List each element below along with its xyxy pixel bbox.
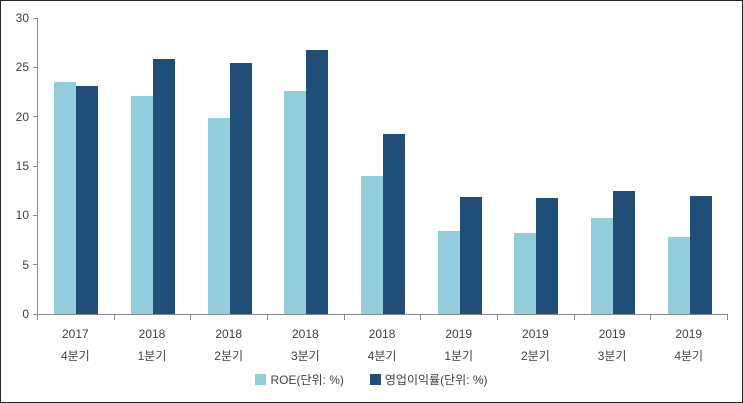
- category-year: 2018: [138, 327, 166, 341]
- x-axis-tick: [267, 315, 268, 320]
- legend: ROE(단위: %) 영업이익률(단위: %): [1, 371, 742, 388]
- y-axis-tick-label: 15: [15, 159, 29, 173]
- legend-label: ROE(단위: %): [270, 373, 344, 387]
- x-axis-tick: [37, 315, 38, 320]
- category-quarter: 3분기: [597, 349, 627, 363]
- bar-opm: [306, 49, 329, 314]
- x-axis-category-label: 2019 4분기: [650, 323, 727, 367]
- legend-marker-icon: [255, 374, 267, 385]
- x-axis-tick: [650, 315, 652, 320]
- bar-group: [268, 18, 345, 314]
- bar-group: [651, 18, 728, 314]
- bar-group: [575, 18, 652, 314]
- x-axis-category-label: 2018 1분기: [114, 323, 191, 367]
- bar-opm: [76, 86, 99, 314]
- y-axis-tick: [33, 313, 37, 315]
- category-quarter: 2분기: [214, 349, 244, 363]
- y-axis-tick-label: 0: [22, 307, 29, 321]
- bar-roe: [131, 95, 153, 314]
- legend-item-opm: 영업이익률(단위: %): [369, 371, 488, 388]
- x-axis-tick: [420, 315, 422, 320]
- x-axis-labels: 2017 4분기 2018 1분기 2018 2분기 2018 3분기 2018 4분기 2019 1…: [37, 323, 727, 367]
- y-axis-tick: [33, 214, 37, 216]
- y-axis-tick-label: 30: [15, 11, 29, 25]
- bar-roe: [437, 231, 460, 314]
- bar-opm: [536, 197, 559, 314]
- category-quarter: 2분기: [520, 349, 550, 363]
- bar-opm: [229, 63, 252, 314]
- bar-opm: [459, 196, 482, 314]
- bar-group: [498, 18, 575, 314]
- category-quarter: 4분기: [60, 349, 90, 363]
- category-quarter: 1분기: [444, 349, 474, 363]
- bar-group: [345, 18, 422, 314]
- bar-group: [115, 18, 192, 314]
- x-axis-category-label: 2017 4분기: [37, 323, 114, 367]
- x-axis-category-label: 2018 4분기: [344, 323, 421, 367]
- x-axis-tick: [727, 315, 728, 320]
- category-year: 2019: [675, 327, 703, 341]
- legend-marker-icon: [369, 374, 381, 385]
- category-quarter: 1분기: [137, 349, 167, 363]
- y-axis-tick: [33, 165, 37, 167]
- x-axis-tick: [190, 315, 192, 320]
- bar-roe: [284, 91, 307, 314]
- x-axis-category-label: 2019 3분기: [574, 323, 651, 367]
- x-axis-category-label: 2018 3분기: [267, 323, 344, 367]
- bar-opm: [613, 190, 636, 314]
- x-axis-category-label: 2019 1분기: [420, 323, 497, 367]
- category-year: 2018: [292, 327, 319, 341]
- bar-roe: [514, 233, 537, 314]
- x-axis-tick: [573, 315, 575, 320]
- plot-area: [37, 18, 728, 315]
- category-quarter: 3분기: [290, 349, 320, 363]
- y-axis-tick: [33, 66, 37, 68]
- category-year: 2017: [61, 327, 89, 341]
- bar-roe: [207, 117, 230, 314]
- category-year: 2018: [368, 327, 396, 341]
- y-axis-tick-label: 5: [22, 257, 29, 272]
- x-axis-category-label: 2019 2분기: [497, 323, 574, 367]
- bar-opm: [689, 195, 712, 314]
- y-axis-tick-label: 20: [15, 109, 29, 124]
- category-year: 2019: [598, 327, 626, 341]
- x-axis-tick: [113, 315, 115, 320]
- bar-roe: [54, 82, 77, 314]
- bar-group: [191, 18, 268, 314]
- bar-roe: [591, 218, 614, 314]
- category-quarter: 4분기: [367, 349, 397, 363]
- bar-roe: [361, 175, 384, 314]
- x-axis-category-label: 2018 2분기: [190, 323, 267, 367]
- y-axis-tick: [33, 17, 37, 19]
- legend-item-roe: ROE(단위: %): [255, 371, 344, 388]
- x-axis-tick: [497, 315, 498, 320]
- y-axis-tick: [33, 116, 37, 118]
- y-axis-tick-label: 10: [15, 208, 29, 223]
- y-axis-tick: [33, 264, 37, 266]
- y-axis-tick-label: 25: [15, 60, 29, 75]
- bar-group: [38, 18, 115, 314]
- category-year: 2019: [522, 327, 549, 341]
- bar-group: [421, 18, 498, 314]
- bar-opm: [153, 59, 175, 314]
- x-axis-tick: [343, 315, 345, 320]
- legend-label: 영업이익률(단위: %): [384, 373, 488, 387]
- bar-opm: [383, 134, 406, 314]
- category-year: 2018: [215, 327, 243, 341]
- category-quarter: 4분기: [674, 349, 704, 363]
- bar-roe: [667, 237, 690, 314]
- category-year: 2019: [445, 327, 473, 341]
